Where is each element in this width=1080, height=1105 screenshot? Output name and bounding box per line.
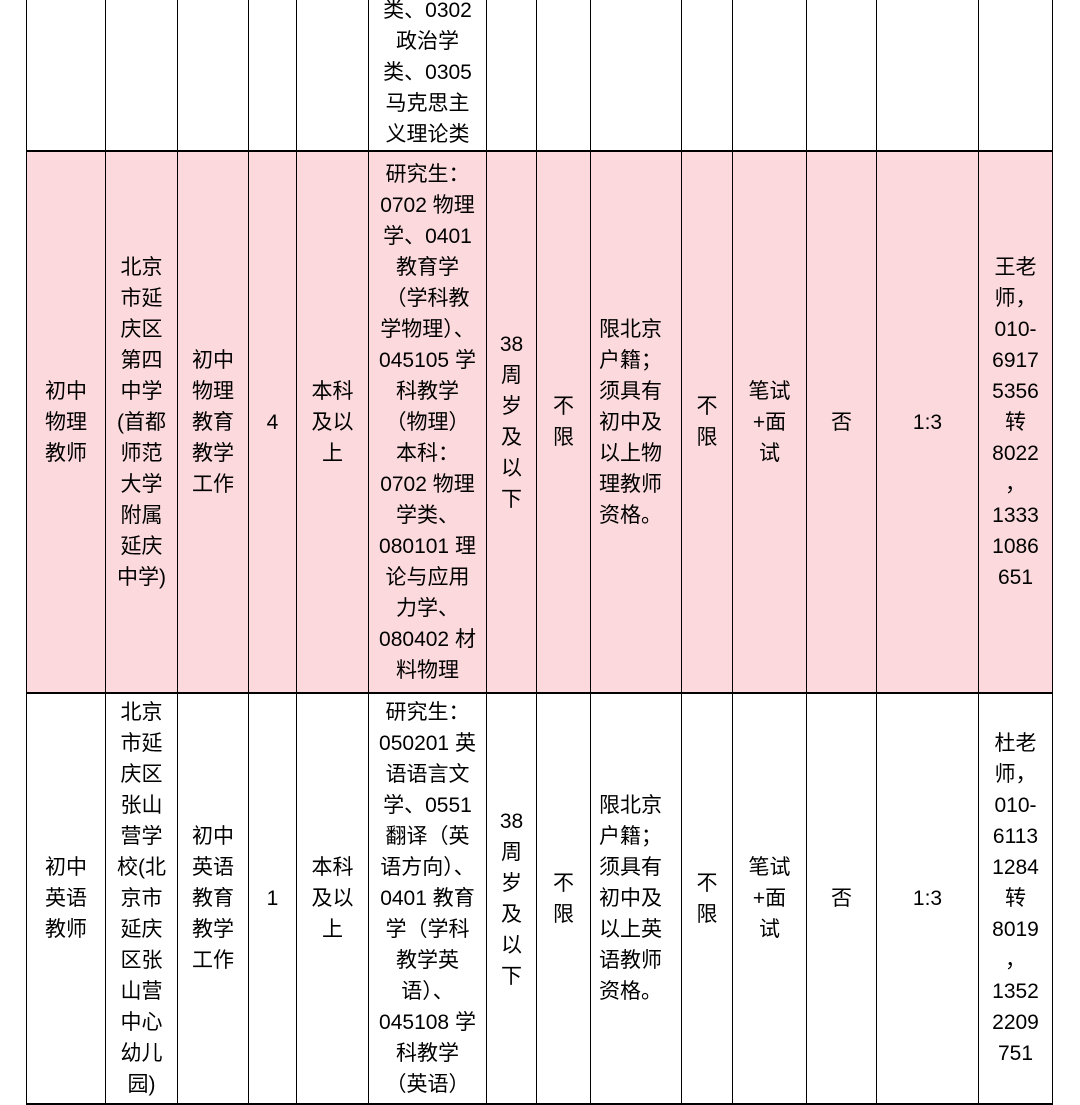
- table-cell-r2-c13: 1:3: [877, 152, 979, 694]
- table-cell-r3-c2: 北京 市延 庆区 张山 营学 校(北 京市 延庆 区张 山营 中心 幼儿 园): [106, 694, 178, 1105]
- table-cell-r2-c9: 限北京 户籍； 须具有 初中及 以上物 理教师 资格。: [591, 152, 682, 694]
- table-cell-r2-c2: 北京 市延 庆区 第四 中学 (首都 师范 大学 附属 延庆 中学): [106, 152, 178, 694]
- table-cell-r2-c4: 4: [249, 152, 297, 694]
- table-cell-r1-c5: [297, 0, 369, 152]
- table-cell-r1-c4: [249, 0, 297, 152]
- table-cell-r3-c6: 研究生： 050201 英 语语言文 学、0551 翻译（英 语方向）、 040…: [369, 694, 487, 1105]
- table-cell-r3-c3: 初中 英语 教育 教学 工作: [178, 694, 249, 1105]
- table-cell-r1-c10: [682, 0, 733, 152]
- table-cell-r2-c11: 笔试 +面 试: [733, 152, 807, 694]
- table-cell-r2-c12: 否: [807, 152, 877, 694]
- table-cell-r3-c10: 不 限: [682, 694, 733, 1105]
- table-cell-r1-c7: [487, 0, 537, 152]
- table-cell-r3-c14: 杜老 师， 010- 6113 1284 转 8019 ， 1352 2209 …: [979, 694, 1053, 1105]
- table-cell-r2-c7: 38 周 岁 及 以 下: [487, 152, 537, 694]
- table-cell-r1-c13: [877, 0, 979, 152]
- table-cell-r1-c6: 类、0302 政治学 类、0305 马克思主 义理论类: [369, 0, 487, 152]
- table-cell-r1-c14: [979, 0, 1053, 152]
- table-cell-r2-c8: 不 限: [537, 152, 591, 694]
- table-cell-r3-c4: 1: [249, 694, 297, 1105]
- table-cell-r3-c9: 限北京 户籍； 须具有 初中及 以上英 语教师 资格。: [591, 694, 682, 1105]
- recruitment-table: 类、0302 政治学 类、0305 马克思主 义理论类初中 物理 教师 北京 市延…: [26, 0, 1053, 1105]
- table-cell-r1-c11: [733, 0, 807, 152]
- table-cell-r2-c3: 初中 物理 教育 教学 工作: [178, 152, 249, 694]
- table-cell-r1-c9: [591, 0, 682, 152]
- table-cell-r3-c13: 1:3: [877, 694, 979, 1105]
- table-cell-r1-c1: [27, 0, 106, 152]
- table-cell-r1-c8: [537, 0, 591, 152]
- table-cell-r2-c1: 初中 物理 教师: [27, 152, 106, 694]
- table-cell-r3-c7: 38 周 岁 及 以 下: [487, 694, 537, 1105]
- table-cell-r1-c3: [178, 0, 249, 152]
- table-cell-r3-c1: 初中 英语 教师: [27, 694, 106, 1105]
- table-cell-r2-c10: 不 限: [682, 152, 733, 694]
- table-cell-r2-c5: 本科 及以 上: [297, 152, 369, 694]
- table-cell-r3-c5: 本科 及以 上: [297, 694, 369, 1105]
- table-cell-r2-c14: 王老 师， 010- 6917 5356 转 8022 ， 1333 1086 …: [979, 152, 1053, 694]
- table-cell-r1-c12: [807, 0, 877, 152]
- table-cell-r3-c11: 笔试 +面 试: [733, 694, 807, 1105]
- table-cell-r3-c12: 否: [807, 694, 877, 1105]
- table-cell-r1-c2: [106, 0, 178, 152]
- table-cell-r3-c8: 不 限: [537, 694, 591, 1105]
- table-cell-r2-c6: 研究生： 0702 物理 学、0401 教育学 （学科教 学物理）、 04510…: [369, 152, 487, 694]
